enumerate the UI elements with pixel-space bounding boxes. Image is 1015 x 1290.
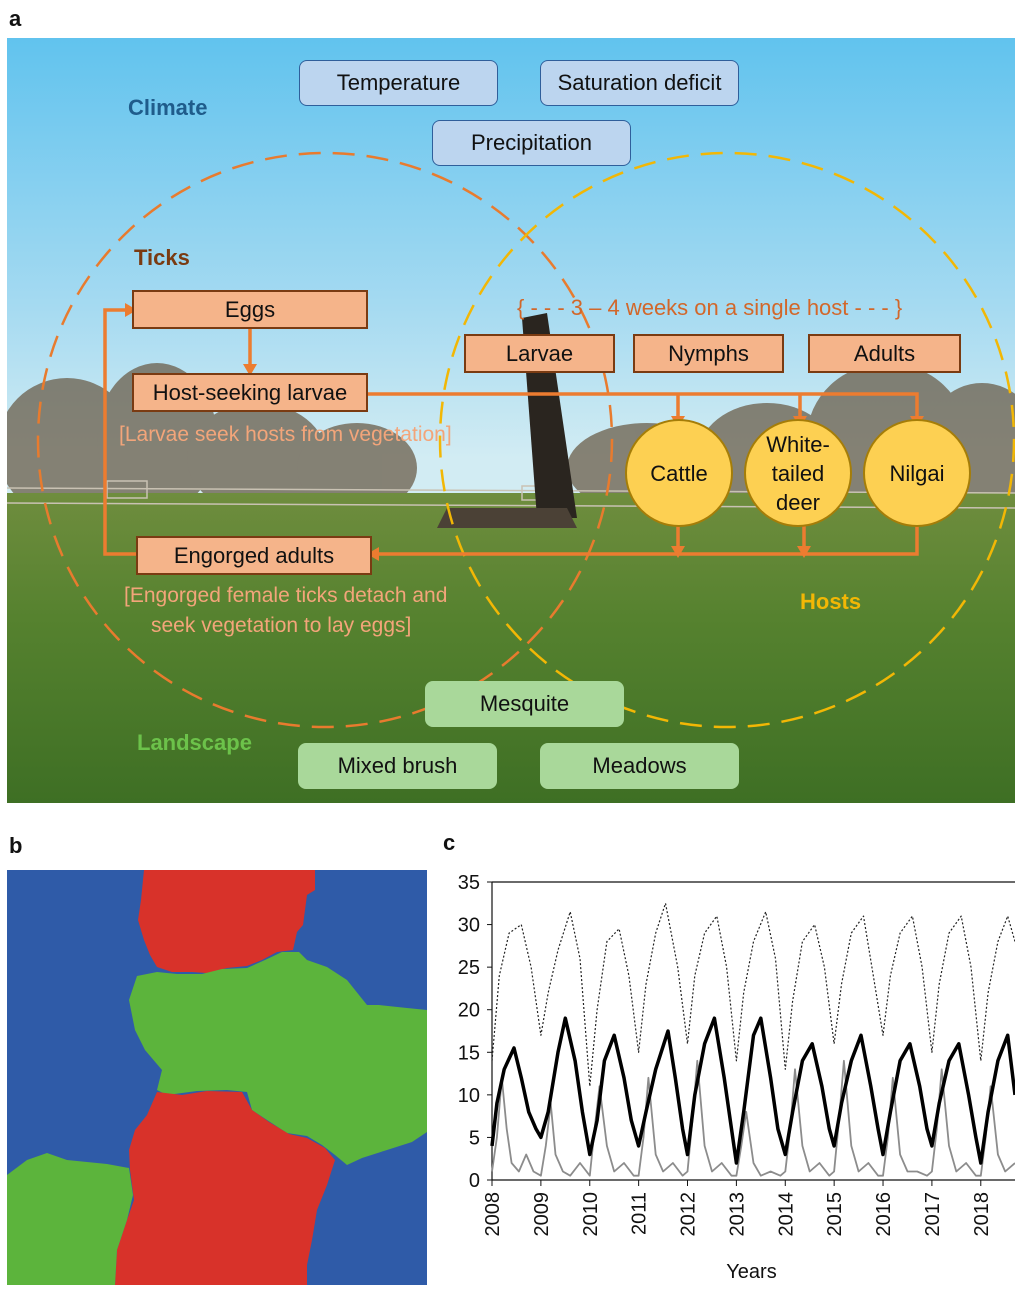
mixed-brush-box: Mixed brush — [298, 743, 497, 789]
chart-axes — [487, 881, 1015, 1186]
larvae-note: [Larvae seek hosts from vegetation] — [119, 423, 452, 446]
conceptual-diagram: Climate Temperature Saturation deficit P… — [7, 38, 1015, 803]
on-host-duration-note: { - - - 3 – 4 weeks on a single host - -… — [517, 295, 903, 320]
white-tailed-deer-host: White- tailed deer — [744, 419, 852, 527]
y-tick-label: 20 — [458, 1000, 480, 1022]
landscape-map-svg — [7, 870, 427, 1285]
meadows-box: Meadows — [540, 743, 739, 789]
climate-label: Climate — [128, 95, 208, 120]
panel-label-b: b — [9, 833, 23, 858]
map-green-middle — [129, 952, 427, 1165]
engorged-note-line1: [Engorged female ticks detach and — [124, 584, 448, 607]
x-tick-label: 2017 — [922, 1192, 944, 1237]
x-tick-label: 2014 — [775, 1192, 797, 1237]
larvae-box: Larvae — [464, 334, 615, 373]
ticks-circle — [36, 151, 614, 729]
x-tick-label: 2011 — [629, 1192, 651, 1235]
hosts-circle — [438, 151, 1015, 729]
adults-box: Adults — [808, 334, 961, 373]
x-tick-label: 2015 — [824, 1192, 846, 1237]
chart-labels: 0 5 10 15 20 25 30 35 2008 2009 2010 2011 2012 2013 20… — [458, 872, 993, 1283]
panel-label-c: c — [443, 830, 456, 855]
climate-time-series-chart: 0 5 10 15 20 25 30 35 2008 2009 2010 2011 2012 2013 20… — [430, 860, 1015, 1285]
eggs-box: Eggs — [132, 290, 368, 329]
host-seeking-larvae-box: Host-seeking larvae — [132, 373, 368, 412]
chart-svg: 0 5 10 15 20 25 30 35 2008 2009 2010 2011 2012 2013 20… — [458, 872, 1015, 1283]
series-line-thick-black — [490, 1016, 1015, 1165]
x-tick-label: 2010 — [580, 1192, 602, 1237]
y-tick-label: 0 — [469, 1170, 480, 1192]
x-tick-label: 2016 — [873, 1192, 895, 1237]
temperature-box: Temperature — [299, 60, 498, 106]
ticks-label: Ticks — [134, 245, 190, 270]
nilgai-host: Nilgai — [863, 419, 971, 527]
y-tick-label: 25 — [458, 957, 480, 979]
engorged-adults-box: Engorged adults — [136, 536, 372, 575]
map-green-left — [7, 1153, 133, 1285]
map-red-top — [138, 870, 315, 973]
x-tick-label: 2012 — [678, 1192, 700, 1237]
saturation-deficit-box: Saturation deficit — [540, 60, 739, 106]
deer-label-line2: tailed — [771, 460, 825, 486]
y-tick-label: 35 — [458, 872, 480, 894]
life-cycle-arrows — [103, 308, 919, 556]
series-line-dotted-black — [491, 902, 1015, 1087]
engorged-note-line2: seek vegetation to lay eggs] — [151, 614, 412, 637]
landscape-label: Landscape — [137, 730, 252, 755]
x-tick-label: 2013 — [726, 1192, 748, 1237]
cattle-host: Cattle — [625, 419, 733, 527]
mesquite-box: Mesquite — [425, 681, 624, 727]
hosts-label: Hosts — [800, 589, 862, 614]
panel-label-a: a — [9, 6, 22, 31]
x-tick-label: 2008 — [482, 1192, 504, 1237]
y-tick-label: 30 — [458, 915, 480, 937]
chart-series — [490, 902, 1015, 1177]
series-line-gray — [491, 1059, 1015, 1177]
precipitation-box: Precipitation — [432, 120, 631, 166]
x-tick-label: 2009 — [531, 1192, 553, 1237]
x-axis-title: Years — [726, 1261, 776, 1283]
y-tick-label: 15 — [458, 1042, 480, 1064]
map-red-bottom — [115, 1091, 335, 1285]
y-tick-label: 5 — [469, 1127, 480, 1149]
nymphs-box: Nymphs — [633, 334, 784, 373]
x-tick-label: 2018 — [971, 1192, 993, 1237]
deer-label-line3: deer — [775, 489, 821, 515]
log-pile — [437, 508, 577, 528]
deer-label-line1: White- — [766, 431, 830, 457]
landscape-map — [7, 870, 427, 1285]
y-tick-label: 10 — [458, 1085, 480, 1107]
